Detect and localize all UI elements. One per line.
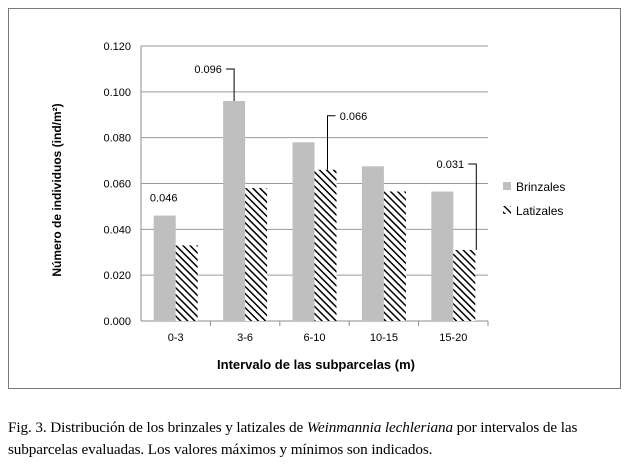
caption-suffix: por intervalos de las subparcelas evalua… xyxy=(8,419,578,458)
bar-brinzales-3-6 xyxy=(223,101,246,321)
y-tick-label: 0.040 xyxy=(103,224,131,236)
x-tick-label: 10-15 xyxy=(370,332,398,344)
y-tick-label: 0.000 xyxy=(103,316,131,328)
legend-label-latizales: Latizales xyxy=(516,204,563,218)
leader-line xyxy=(327,115,336,170)
bar-latizales-3-6 xyxy=(245,188,268,321)
bar-chart: 0.000 0.020 0.040 0.060 0.080 0.100 0.120 0-3 3-… xyxy=(50,41,565,372)
y-tick-label: 0.080 xyxy=(103,133,131,145)
y-tick-label: 0.060 xyxy=(103,179,131,191)
bar-brinzales-10-15 xyxy=(361,166,384,321)
bar-brinzales-15-20 xyxy=(431,191,454,321)
leader-line xyxy=(468,163,477,250)
y-tick-label: 0.100 xyxy=(103,87,131,99)
data-label: 0.066 xyxy=(340,111,368,123)
bar-brinzales-6-10 xyxy=(292,142,315,321)
caption-prefix: Fig. 3. Distribución de los brinzales y … xyxy=(8,419,307,436)
bar-latizales-10-15 xyxy=(383,191,406,321)
data-label: 0.031 xyxy=(437,159,465,171)
legend-label-brinzales: Brinzales xyxy=(516,180,565,194)
bar-latizales-6-10 xyxy=(314,169,337,321)
legend-swatch-latizales xyxy=(503,206,511,214)
y-axis-title: Número de individuos (ind/m²) xyxy=(50,103,64,276)
y-tick-label: 0.120 xyxy=(103,41,131,53)
figure-caption: Fig. 3. Distribución de los brinzales y … xyxy=(8,417,638,461)
data-label: 0.096 xyxy=(194,64,222,76)
x-tick-label: 0-3 xyxy=(168,332,184,344)
x-tick-label: 3-6 xyxy=(237,332,253,344)
x-axis-title: Intervalo de las subparcelas (m) xyxy=(217,357,415,372)
leader-line xyxy=(226,68,235,101)
x-tick-label: 6-10 xyxy=(303,332,325,344)
caption-species: Weinmannia lechleriana xyxy=(306,419,453,436)
x-tick-label: 15-20 xyxy=(439,332,467,344)
bar-latizales-15-20 xyxy=(453,249,476,321)
data-label: 0.046 xyxy=(150,193,178,205)
legend-swatch-brinzales xyxy=(503,182,511,190)
bar-brinzales-0-3 xyxy=(153,215,176,321)
bar-latizales-0-3 xyxy=(175,245,198,321)
y-tick-label: 0.020 xyxy=(103,270,131,282)
